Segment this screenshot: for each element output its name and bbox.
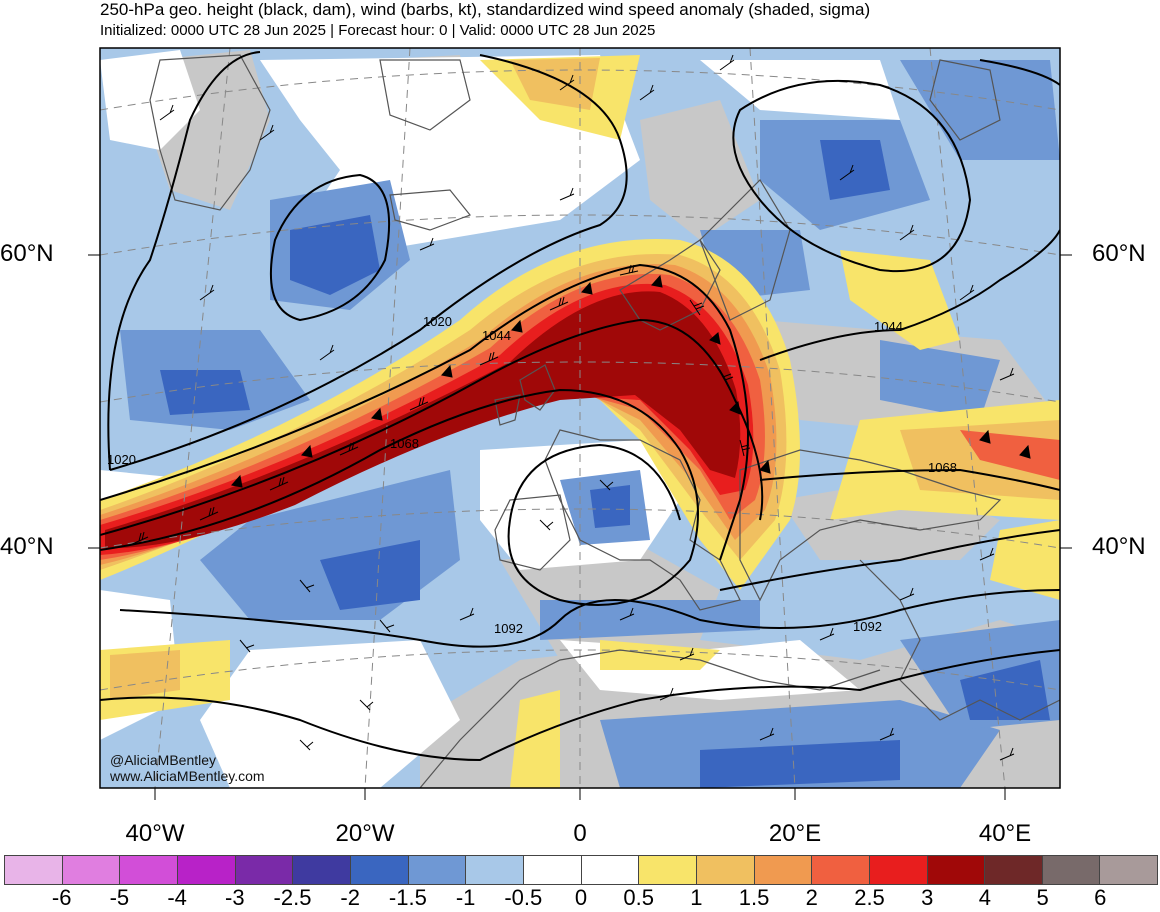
- colorbar-swatch: [754, 856, 813, 884]
- colorbar-swatch: [927, 856, 986, 884]
- colorbar-tick-label: -6: [51, 885, 72, 910]
- colorbar-swatch: [466, 856, 524, 884]
- colorbar-swatch: [293, 856, 351, 884]
- wind-barbs: [129, 54, 1031, 761]
- colorbar-tick-label: 3: [921, 885, 934, 910]
- contour-label: 1044: [482, 328, 511, 343]
- lon-label-40e: 40°E: [978, 820, 1032, 847]
- colorbar-tick-label: 4: [978, 885, 992, 910]
- colorbar-tick-label: 1: [690, 885, 703, 910]
- colorbar-swatch: [869, 856, 928, 884]
- contour-1020-west: [107, 51, 261, 471]
- map-subtitle: Initialized: 0000 UTC 28 Jun 2025 | Fore…: [100, 22, 656, 39]
- contour-label: 1092: [853, 619, 882, 634]
- colorbar-swatch: [581, 856, 640, 884]
- colorbar-swatch: [177, 856, 236, 884]
- lon-label-20e: 20°E: [768, 820, 822, 847]
- colorbar-tick-label: 0.5: [623, 885, 654, 910]
- colorbar-swatch: [639, 856, 697, 884]
- anomaly-positive: [100, 55, 1060, 788]
- colorbar-swatch: [523, 856, 582, 884]
- contour-1020: [109, 54, 628, 471]
- contour-1092-west: [100, 388, 699, 606]
- colorbar-swatch: [120, 856, 178, 884]
- lon-label-0: 0: [573, 820, 587, 847]
- anomaly-strong-negative: [160, 140, 1050, 788]
- colorbar-swatch: [350, 856, 409, 884]
- colorbar-tick-label: -2.5: [273, 885, 312, 910]
- height-contours: [100, 51, 1060, 762]
- colorbar-swatch: [696, 856, 755, 884]
- contour-east-1044: [759, 229, 1060, 361]
- colorbar-swatch: [5, 856, 63, 884]
- colorbar-tick-label: 1.5: [738, 885, 770, 910]
- colorbar-tick-label: 2.5: [854, 885, 885, 910]
- contour-1092-far-south: [100, 649, 1060, 762]
- colorbar: [4, 855, 1158, 885]
- colorbar-swatch: [812, 856, 870, 884]
- lon-label-20w: 20°W: [335, 820, 395, 847]
- contour-1068: [100, 318, 764, 536]
- contour-ne: [979, 59, 1060, 86]
- contour-label-group: 1020 1044 1068 1092 1044 1068 1092 1020: [107, 314, 957, 636]
- colorbar-tick-label: -5: [109, 885, 130, 910]
- lat-label-40n-left: 40°N: [0, 533, 54, 560]
- graticule: [100, 48, 1060, 788]
- lat-label-40n-right: 40°N: [1092, 533, 1146, 560]
- contour-1092-south: [119, 589, 1060, 648]
- colorbar-tick-label: -3: [225, 885, 245, 910]
- colorbar-swatch: [235, 856, 294, 884]
- contour-scandinavia-loop: [732, 79, 972, 273]
- contour-label: 1068: [390, 436, 419, 451]
- colorbar-swatch: [1100, 856, 1158, 884]
- lat-label-60n-left: 60°N: [0, 240, 54, 267]
- contour-label: 1092: [494, 621, 523, 636]
- map-field: [100, 48, 1060, 788]
- credit-website: www.AliciaMBentley.com: [110, 768, 265, 784]
- map-title: 250-hPa geo. height (black, dam), wind (…: [100, 0, 871, 19]
- contour-1044: [100, 263, 749, 561]
- colorbar-tick-label: 2: [805, 885, 818, 910]
- colorbar-tick-label: -1.5: [388, 885, 427, 910]
- colorbar-tick-label: 5: [1036, 885, 1049, 910]
- contour-east-1068: [759, 468, 1060, 491]
- lon-label-40w: 40°W: [125, 820, 185, 847]
- contour-loop-low: [269, 173, 391, 322]
- colorbar-tick-label: -0.5: [504, 885, 543, 910]
- colorbar-tick-label: -4: [167, 885, 187, 910]
- colorbar-tick-label: -2: [340, 885, 360, 910]
- colorbar-swatch: [62, 856, 121, 884]
- axis-ticks: [88, 254, 1072, 800]
- credit-handle: @AliciaMBentley: [110, 752, 217, 768]
- colorbar-tick-label: 6: [1094, 885, 1107, 910]
- colorbar-swatch: [985, 856, 1043, 884]
- colorbar-swatch: [1042, 856, 1101, 884]
- contour-label: 1044: [874, 319, 903, 334]
- colorbar-tick-label: -1: [455, 885, 476, 910]
- coastlines: [149, 54, 1060, 788]
- contour-east-lower: [719, 529, 1060, 591]
- contour-label: 1020: [423, 314, 452, 329]
- contour-label: 1020: [107, 452, 136, 467]
- colorbar-tick-label: 0: [574, 885, 588, 910]
- contour-label: 1068: [928, 460, 957, 475]
- colorbar-labels: -6 -5 -4 -3 -2.5 -2 -1.5 -1 -0.5 0 0.5 1 1.5 2 2.5 3 4 5 6: [0, 885, 1160, 912]
- colorbar-swatch: [408, 856, 467, 884]
- lat-label-60n-right: 60°N: [1092, 240, 1146, 267]
